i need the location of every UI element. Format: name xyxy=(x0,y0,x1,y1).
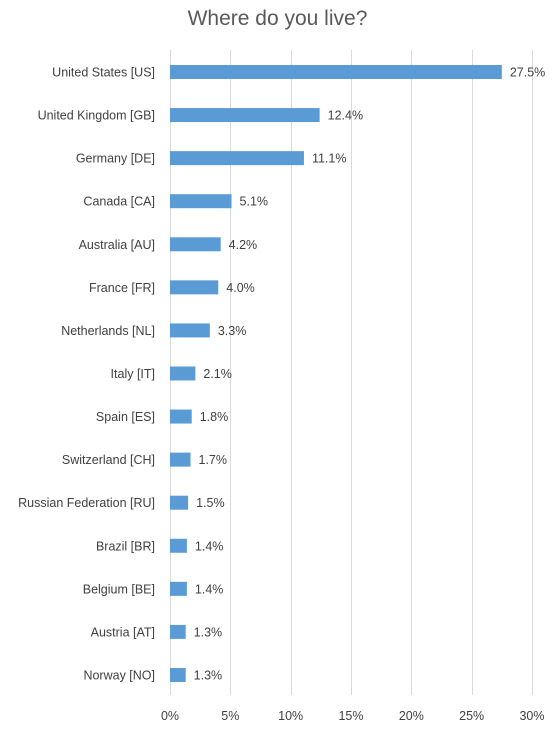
data-label: 5.1% xyxy=(240,195,268,209)
bar xyxy=(170,323,210,338)
bar xyxy=(170,538,187,553)
data-label: 1.5% xyxy=(196,496,225,510)
bar xyxy=(170,581,187,596)
data-label: 1.4% xyxy=(195,539,224,553)
category-label: Italy [IT] xyxy=(111,367,155,381)
category-label: Switzerland [CH] xyxy=(62,453,155,467)
data-label: 1.3% xyxy=(194,625,223,639)
category-label: Canada [CA] xyxy=(83,195,155,209)
bar xyxy=(170,409,192,424)
x-tick-label: 15% xyxy=(338,709,363,723)
chart-title: Where do you live? xyxy=(187,7,368,30)
data-label: 1.8% xyxy=(200,410,229,424)
category-label: Brazil [BR] xyxy=(96,539,155,553)
x-tick-label: 0% xyxy=(161,709,179,723)
bar xyxy=(170,151,304,166)
data-label: 1.7% xyxy=(199,453,228,467)
category-label: Austria [AT] xyxy=(91,625,155,639)
bar xyxy=(170,194,232,209)
data-label: 3.3% xyxy=(218,324,247,338)
bar xyxy=(170,667,186,682)
x-axis-ticks: 0% 5% 10% 15% 20% 25% 30% xyxy=(161,709,545,723)
bar xyxy=(170,452,191,467)
category-label: Russian Federation [RU] xyxy=(18,496,155,510)
data-label: 1.4% xyxy=(195,582,224,596)
x-tick-label: 20% xyxy=(399,709,424,723)
category-label: Germany [DE] xyxy=(76,152,155,166)
data-labels: 27.5% 12.4% 11.1% 5.1% 4.2% 4.0% 3.3% 2.1% 1.8% 1… xyxy=(194,66,546,683)
x-tick-label: 5% xyxy=(221,709,239,723)
data-label: 4.2% xyxy=(229,238,258,252)
x-tick-label: 25% xyxy=(459,709,484,723)
category-label: Australia [AU] xyxy=(79,238,155,252)
bar xyxy=(170,237,221,252)
category-label: Norway [NO] xyxy=(83,668,155,682)
data-label: 11.1% xyxy=(312,152,347,166)
x-tick-label: 10% xyxy=(278,709,303,723)
data-label: 4.0% xyxy=(226,281,255,295)
category-label: France [FR] xyxy=(89,281,155,295)
bars xyxy=(170,65,502,682)
data-label: 2.1% xyxy=(203,367,232,381)
bar xyxy=(170,280,219,295)
bar xyxy=(170,624,186,639)
category-label: United States [US] xyxy=(52,66,155,80)
bar xyxy=(170,495,189,510)
category-label: United Kingdom [GB] xyxy=(38,109,155,123)
data-label: 1.3% xyxy=(194,668,223,682)
category-label: Netherlands [NL] xyxy=(61,324,155,338)
category-labels: United States [US] United Kingdom [GB] Ger… xyxy=(18,66,155,683)
data-label: 12.4% xyxy=(328,109,363,123)
bar xyxy=(170,108,320,123)
category-label: Spain [ES] xyxy=(96,410,155,424)
bar xyxy=(170,366,196,381)
data-label: 27.5% xyxy=(510,66,545,80)
x-tick-label: 30% xyxy=(519,709,544,723)
bar xyxy=(170,65,502,79)
category-label: Belgium [BE] xyxy=(83,582,155,596)
